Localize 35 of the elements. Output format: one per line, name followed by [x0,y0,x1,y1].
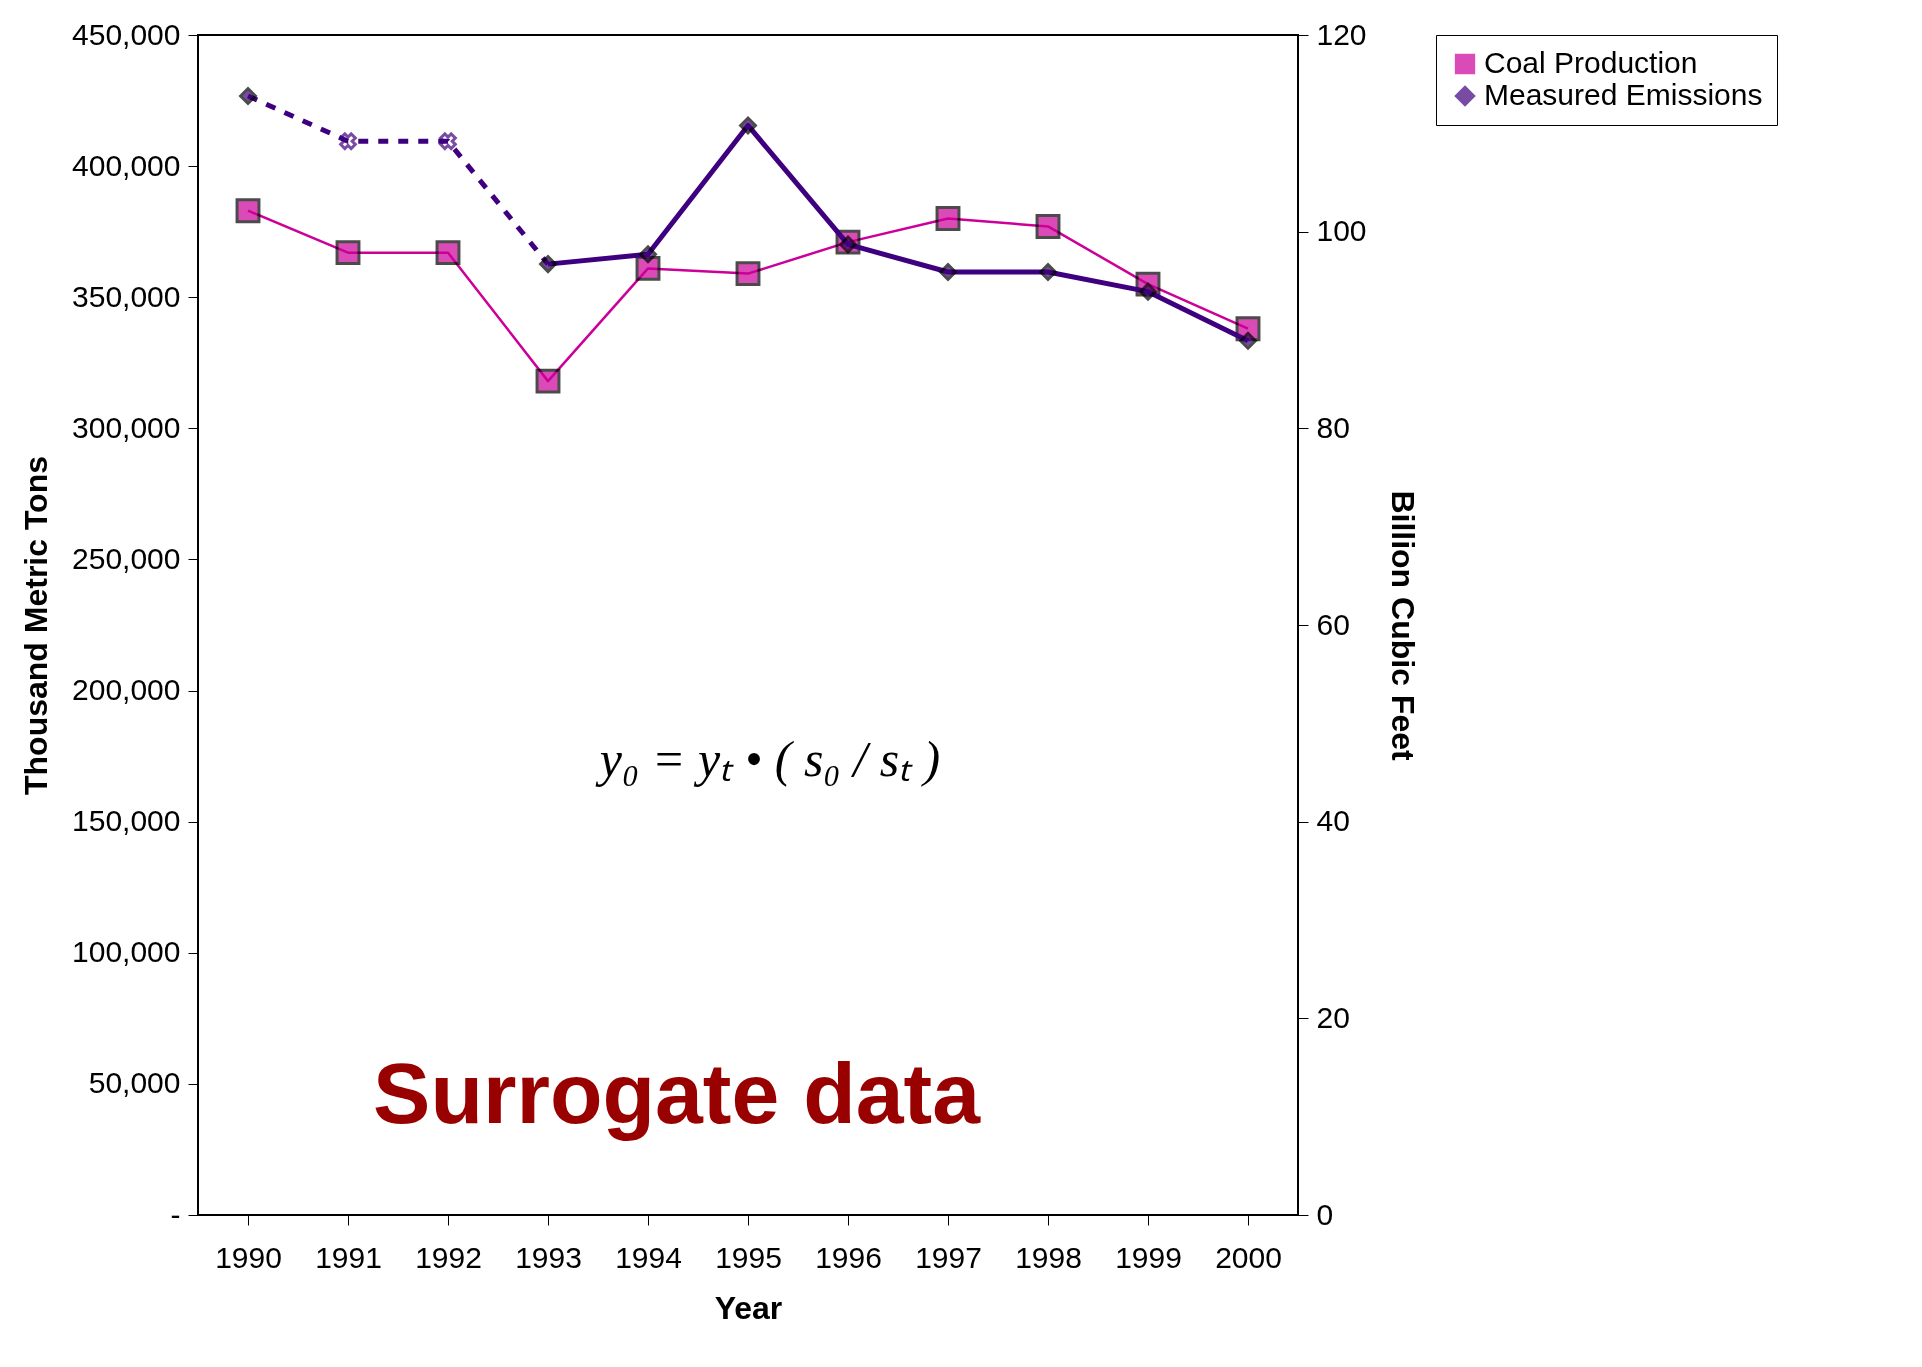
y-tick-label: 100,000 [72,935,181,969]
y-axis-title: Thousand Metric Tons [18,456,55,795]
annotation: y₀ = yₜ • ( s₀ / sₜ ) [594,730,941,787]
legend-label: Coal Production [1484,46,1698,79]
x-tick-label: 2000 [1215,1240,1282,1274]
y2-axis-title: Billion Cubic Feet [1384,490,1421,761]
y-tick-label: 450,000 [72,17,181,51]
x-tick-label: 1996 [815,1240,882,1274]
x-tick-label: 1993 [515,1240,582,1274]
y-tick-label: 400,000 [72,148,181,182]
x-tick-label: 1999 [1115,1240,1182,1274]
y2-tick-label: 60 [1316,607,1350,641]
x-tick-label: 1997 [915,1240,982,1274]
y-tick-label: 250,000 [72,541,181,575]
y-tick-label: 300,000 [72,410,181,444]
y2-tick-label: 100 [1316,214,1367,248]
y-tick-label: 50,000 [88,1066,181,1100]
x-tick-label: 1992 [415,1240,482,1274]
x-tick-label: 1990 [215,1240,282,1274]
y2-tick-label: 80 [1316,410,1350,444]
y2-tick-label: 20 [1316,1000,1350,1034]
y2-tick-label: 0 [1316,1197,1334,1231]
y-tick-label: - [170,1197,181,1231]
annotation: Surrogate data [373,1045,982,1141]
y-tick-label: 350,000 [72,279,181,313]
x-tick-label: 1994 [615,1240,682,1274]
y-tick-label: 200,000 [72,673,181,707]
y2-tick-label: 40 [1316,804,1350,838]
x-tick-label: 1991 [315,1240,382,1274]
x-tick-label: 1998 [1015,1240,1082,1274]
y-tick-label: 150,000 [72,804,181,838]
y2-tick-label: 120 [1316,17,1367,51]
legend-label: Measured Emissions [1484,78,1763,111]
x-tick-label: 1995 [715,1240,782,1274]
x-axis-title: Year [714,1289,783,1326]
